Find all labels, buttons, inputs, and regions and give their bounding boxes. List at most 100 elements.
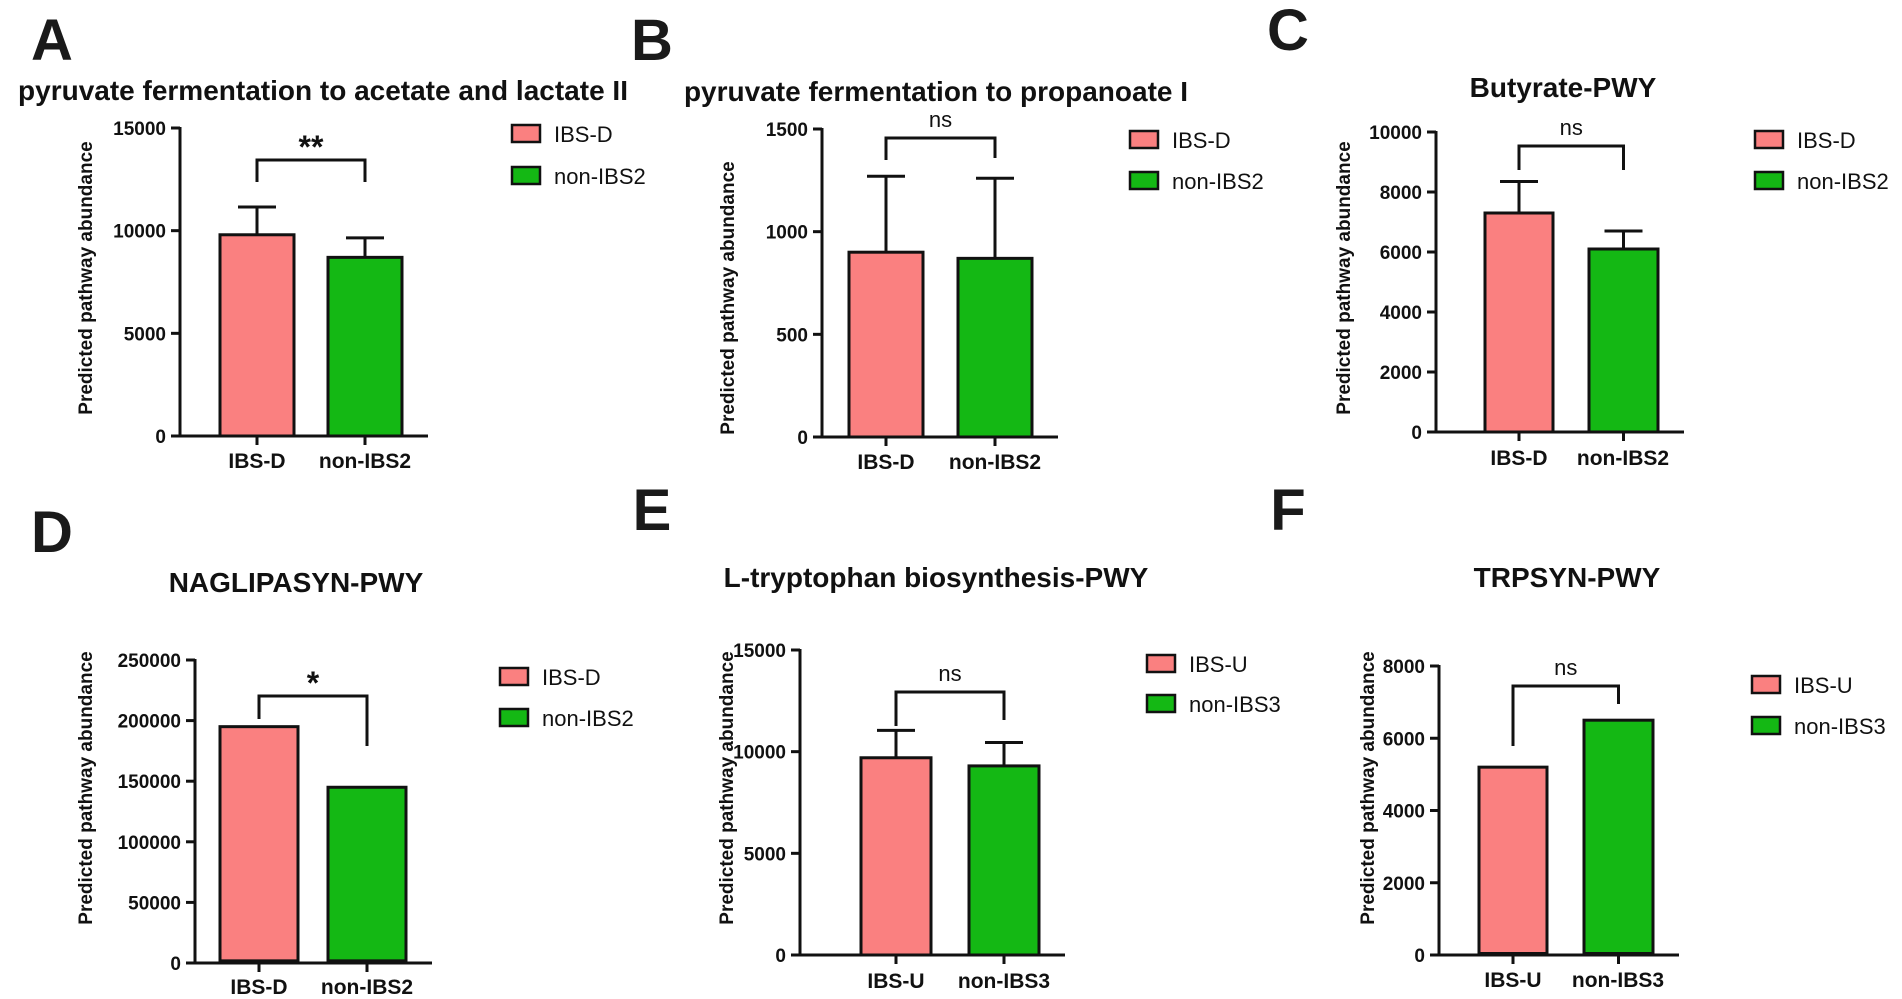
y-tick-label: 8000: [1383, 657, 1425, 678]
legend-swatch: [1128, 129, 1160, 150]
y-tick-label: 100000: [118, 833, 181, 854]
panel-letter: D: [31, 500, 73, 565]
y-tick-label: 4000: [1380, 303, 1422, 324]
panel-c: C Butyrate-PWY Predicted pathway abundance…: [1267, 0, 1889, 470]
x-tick-label: IBS-D: [857, 451, 914, 474]
bar-non-ibs2: [956, 256, 1034, 439]
legend-swatch: [1753, 129, 1785, 150]
y-tick-label: 2000: [1380, 363, 1422, 384]
bar-non-ibs3: [967, 764, 1041, 957]
bar-non-ibs2: [1587, 247, 1660, 434]
panel-letter: A: [31, 8, 73, 73]
x-tick-label: non-IBS2: [949, 451, 1041, 474]
y-tick-label: 0: [797, 428, 808, 449]
significance-bracket: [894, 690, 1006, 726]
legend-entry: IBS-U: [1794, 673, 1853, 698]
y-tick-label: 10000: [1369, 123, 1422, 144]
x-tick-label: non-IBS3: [1572, 969, 1664, 992]
significance-label: *: [307, 665, 320, 701]
bar-ibs-d: [847, 250, 925, 439]
panel-letter: E: [633, 478, 672, 543]
significance-label: ns: [1554, 655, 1577, 680]
y-axis-label: Predicted pathway abundance: [76, 651, 97, 924]
bar-ibs-d: [1483, 211, 1555, 434]
x-tick-label: non-IBS2: [319, 450, 411, 473]
y-axis-label: Predicted pathway abundance: [1334, 141, 1355, 414]
chart-title: Butyrate-PWY: [1470, 72, 1657, 103]
bar-ibs-u: [859, 756, 933, 957]
y-axis-label: Predicted pathway abundance: [718, 161, 739, 434]
y-tick-label: 0: [1414, 946, 1425, 967]
y-tick-label: 1500: [766, 120, 808, 141]
significance-label: **: [299, 129, 324, 165]
chart-title: L-tryptophan biosynthesis-PWY: [724, 562, 1149, 593]
legend-entry: IBS-D: [1797, 128, 1856, 153]
x-tick-label: IBS-U: [1484, 969, 1541, 992]
legend-entry: non-IBS3: [1794, 714, 1886, 739]
y-tick-label: 200000: [118, 712, 181, 733]
x-tick-label: IBS-D: [228, 450, 285, 473]
y-tick-label: 15000: [113, 119, 166, 140]
legend-swatch: [1750, 674, 1782, 695]
y-tick-label: 0: [1411, 423, 1422, 444]
bar-base-band: [220, 959, 298, 963]
panel-letter: B: [631, 8, 673, 73]
panel-letter: C: [1267, 0, 1309, 63]
significance-bracket: [884, 136, 997, 160]
y-axis-label: Predicted pathway abundance: [1358, 651, 1379, 924]
chart-title: pyruvate fermentation to propanoate I: [684, 76, 1188, 107]
significance-bracket: [1511, 684, 1620, 746]
legend-entry: IBS-D: [1172, 128, 1231, 153]
legend-swatch: [498, 707, 530, 728]
panel-d: D NAGLIPASYN-PWY Predicted pathway abundan…: [31, 500, 634, 999]
legend-entry: non-IBS3: [1189, 692, 1281, 717]
bar-ibs-u: [1477, 765, 1549, 957]
x-tick-label: IBS-U: [867, 970, 924, 993]
bar-non-ibs2: [326, 255, 404, 438]
legend-swatch: [1145, 653, 1177, 674]
legend-swatch: [1128, 170, 1160, 191]
legend-entry: non-IBS2: [542, 706, 634, 731]
bar-base-band: [328, 959, 406, 963]
significance-label: ns: [929, 107, 952, 132]
y-tick-label: 5000: [124, 324, 166, 345]
significance-label: ns: [938, 661, 961, 686]
y-axis-label: Predicted pathway abundance: [76, 141, 97, 414]
x-tick-label: non-IBS3: [958, 970, 1050, 993]
y-axis-label: Predicted pathway abundance: [717, 651, 738, 924]
significance-bracket: [1517, 144, 1625, 170]
y-tick-label: 150000: [118, 772, 181, 793]
significance-bracket: [257, 694, 369, 746]
x-tick-label: IBS-D: [1490, 447, 1547, 470]
y-tick-label: 10000: [733, 743, 786, 764]
legend-entry: non-IBS2: [1172, 169, 1264, 194]
y-tick-label: 50000: [128, 893, 181, 914]
y-tick-label: 6000: [1380, 243, 1422, 264]
y-tick-label: 8000: [1380, 183, 1422, 204]
legend-swatch: [1145, 693, 1177, 714]
y-tick-label: 2000: [1383, 874, 1425, 895]
y-tick-label: 5000: [744, 844, 786, 865]
x-tick-label: non-IBS2: [321, 976, 413, 999]
legend-swatch: [1753, 170, 1785, 191]
significance-bracket: [255, 158, 367, 182]
bar-non-ibs2: [326, 785, 408, 965]
y-tick-label: 250000: [118, 651, 181, 672]
y-tick-label: 4000: [1383, 802, 1425, 823]
panel-f: F TRPSYN-PWY Predicted pathway abundance 0 2…: [1270, 478, 1885, 992]
x-tick-label: non-IBS2: [1577, 447, 1669, 470]
legend-swatch: [510, 123, 542, 144]
y-tick-label: 15000: [733, 641, 786, 662]
significance-label: ns: [1560, 115, 1583, 140]
y-tick-label: 1000: [766, 223, 808, 244]
legend-entry: IBS-U: [1189, 652, 1248, 677]
y-tick-label: 0: [170, 954, 181, 975]
legend-entry: IBS-D: [542, 665, 601, 690]
legend-swatch: [510, 165, 542, 186]
legend-entry: non-IBS2: [554, 164, 646, 189]
chart-title: NAGLIPASYN-PWY: [169, 567, 424, 598]
panel-letter: F: [1270, 478, 1305, 543]
bar-non-ibs3: [1582, 718, 1655, 957]
legend-entry: non-IBS2: [1797, 169, 1889, 194]
